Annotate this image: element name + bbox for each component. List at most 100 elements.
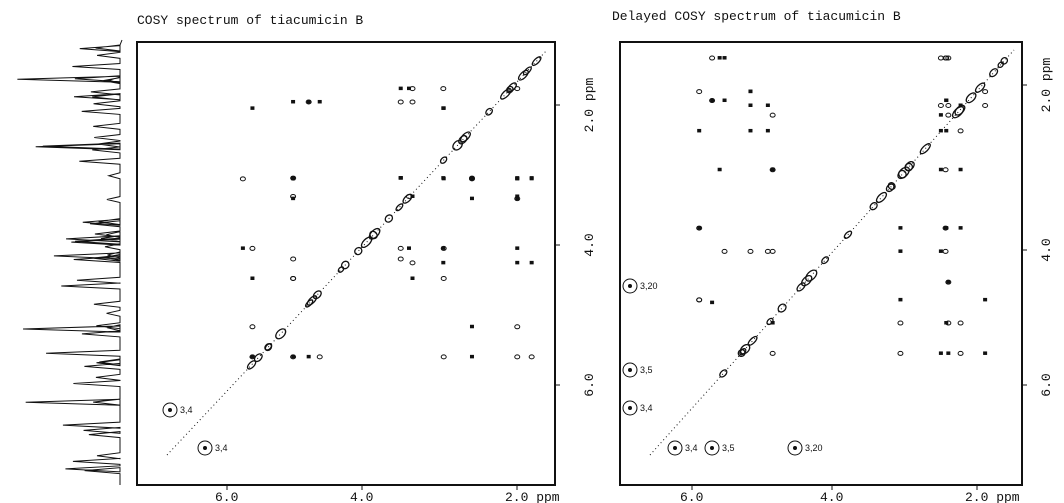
annotation-label: 3,4 [640, 403, 653, 413]
cross-peak [721, 248, 728, 254]
diagonal-peak [885, 183, 895, 193]
cross-peak [717, 167, 722, 172]
cross-peak [938, 351, 943, 355]
cross-peak [468, 175, 475, 181]
cross-peak [748, 89, 753, 94]
cross-peak [937, 55, 944, 61]
diagonal-peak [452, 139, 463, 151]
cross-peak [770, 167, 775, 172]
cross-peak [710, 300, 715, 305]
cross-peak [957, 128, 964, 134]
cross-peak [441, 246, 446, 250]
y-tick-label: 4.0 [582, 233, 597, 256]
diagonal-peak [485, 107, 493, 116]
diagonal-peak [337, 266, 345, 273]
diagonal-peak [719, 369, 728, 378]
diagonal-peak [264, 342, 273, 351]
cross-peak [957, 350, 964, 356]
diagonal-peak [897, 166, 910, 180]
annotation-label: 3,5 [640, 365, 653, 375]
panel-title: COSY spectrum of tiacumicin B [137, 13, 363, 28]
cross-peak [440, 86, 447, 92]
diagonal-peak [507, 82, 517, 93]
annotation-label: 3,4 [215, 443, 228, 453]
x-tick-label: 2.0 ppm [965, 490, 1020, 503]
diagonal-peak [531, 56, 542, 67]
annotation-peak [168, 408, 172, 412]
annotation-peak [673, 446, 677, 450]
cross-peak [958, 103, 963, 107]
annotation-circle [787, 440, 803, 456]
annotation-circle [704, 440, 720, 456]
spectrum-trace [17, 39, 123, 485]
cross-peak [250, 276, 255, 280]
diagonal-peak [796, 282, 806, 292]
diagonal-peak [997, 61, 1005, 69]
cross-peak [722, 56, 727, 60]
annotation-peak [710, 446, 714, 450]
cross-peak [765, 128, 770, 133]
annotation-label: 3,4 [180, 405, 193, 415]
cross-peak [398, 176, 403, 180]
cross-peak [983, 297, 988, 302]
cross-peak [769, 350, 776, 356]
cross-peak [306, 99, 311, 104]
cross-peak [717, 56, 722, 60]
y-tick-label: 2.0 ppm [1039, 57, 1054, 112]
cross-peak [406, 246, 411, 250]
cross-peak [942, 248, 949, 254]
cross-peak [469, 196, 474, 201]
cross-peak [710, 98, 715, 103]
cross-peak [291, 176, 296, 180]
cross-peak [945, 279, 952, 285]
y-tick-label: 6.0 [1039, 373, 1054, 396]
diagonal-peak [869, 202, 878, 211]
cross-peak [957, 320, 964, 326]
cross-peak [409, 99, 416, 105]
cross-peak [290, 275, 297, 281]
cross-peak [515, 260, 520, 265]
cross-peak [748, 128, 753, 133]
x-tick-label: 4.0 [820, 490, 843, 503]
cross-peak [397, 99, 404, 105]
diagonal-peak [919, 143, 931, 155]
cross-peak [528, 354, 535, 360]
cross-peak [898, 226, 903, 230]
diagonal-peak [506, 85, 514, 94]
cross-peak [945, 102, 952, 108]
annotation-label: 3,20 [805, 443, 823, 453]
cross-peak [469, 354, 474, 359]
cross-peak [397, 256, 404, 262]
cross-peak [982, 102, 989, 108]
cross-peak [250, 354, 255, 359]
cross-peak [240, 246, 245, 250]
cross-peak [937, 102, 944, 108]
cross-peak [410, 276, 415, 280]
cross-peak [469, 176, 474, 181]
cross-peak [722, 98, 727, 103]
diagonal-peak [368, 227, 381, 240]
cross-peak [515, 246, 520, 250]
diagonal-peak [954, 104, 966, 116]
y-tick-label: 4.0 [1039, 238, 1054, 261]
diagonal-peak [805, 269, 818, 282]
plot-frame [136, 41, 556, 486]
diagonal-peak [384, 214, 394, 223]
cross-peak [441, 106, 446, 110]
annotation-circle [622, 362, 638, 378]
diagonal-peak [360, 236, 373, 249]
cross-peak [410, 194, 415, 198]
diagonal-peak [395, 203, 404, 212]
diagonal-peak [1000, 56, 1009, 65]
cross-peak [747, 248, 754, 254]
cross-peak [290, 354, 297, 360]
cross-peak [249, 245, 256, 251]
cross-peak [938, 128, 943, 133]
cross-peak [696, 297, 703, 303]
cross-peak [958, 167, 963, 172]
cross-peak [945, 55, 952, 61]
diagonal-peak [739, 343, 751, 355]
cross-peak [982, 89, 989, 95]
cross-peak [898, 249, 903, 253]
